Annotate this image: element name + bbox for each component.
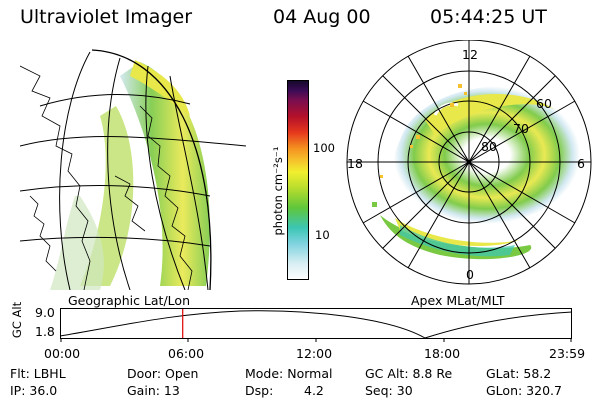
colorbar-tick-10: 10 (315, 228, 330, 242)
info-gain: Gain: 13 (127, 383, 180, 398)
altitude-ytick-bottom: 1.8 (35, 324, 55, 339)
mlat-label-60: 60 (536, 96, 552, 111)
info-ip: IP: 36.0 (10, 383, 58, 398)
intensity-colorbar (287, 80, 309, 280)
geographic-panel-label: Geographic Lat/Lon (68, 293, 190, 308)
altitude-ylabel: GC Alt (10, 301, 24, 339)
colorbar-unit-label: photon cm⁻²s⁻¹ (271, 146, 285, 236)
altitude-xtick-1800: 18:00 (424, 346, 461, 361)
mlat-label-70: 70 (513, 121, 529, 136)
altitude-plot (60, 308, 572, 342)
altitude-xtick-0000: 00:00 (44, 346, 81, 361)
info-dsp-label: Dsp: (245, 383, 274, 398)
mlt-label-0: 0 (466, 267, 474, 282)
altitude-xtick-2359: 23:59 (549, 346, 586, 361)
info-filter: Flt: LBHL (10, 366, 66, 381)
polar-panel-label: Apex MLat/MLT (411, 293, 505, 308)
observation-date: 04 Aug 00 (273, 6, 371, 28)
geographic-map (20, 49, 246, 290)
info-door: Door: Open (127, 366, 199, 381)
altitude-xtick-0600: 06:00 (168, 346, 205, 361)
mlt-label-18: 18 (347, 156, 363, 171)
polar-mlat-mlt-plot (346, 40, 592, 285)
info-glon: GLon: 320.7 (486, 383, 562, 398)
info-mode: Mode: Normal (245, 366, 333, 381)
imager-title: Ultraviolet Imager (20, 6, 193, 28)
mlat-label-80: 80 (481, 139, 497, 154)
info-seq: Seq: 30 (365, 383, 413, 398)
mlt-label-12: 12 (462, 47, 478, 62)
info-dsp-value: 4.2 (304, 383, 324, 398)
mlt-label-6: 6 (577, 156, 585, 171)
colorbar-tick-100: 100 (313, 141, 335, 155)
info-glat: GLat: 58.2 (486, 366, 552, 381)
observation-time: 05:44:25 UT (430, 6, 547, 28)
altitude-ytick-top: 9.0 (35, 305, 55, 320)
info-gc-alt: GC Alt: 8.8 Re (365, 366, 453, 381)
altitude-xtick-1200: 12:00 (296, 346, 333, 361)
